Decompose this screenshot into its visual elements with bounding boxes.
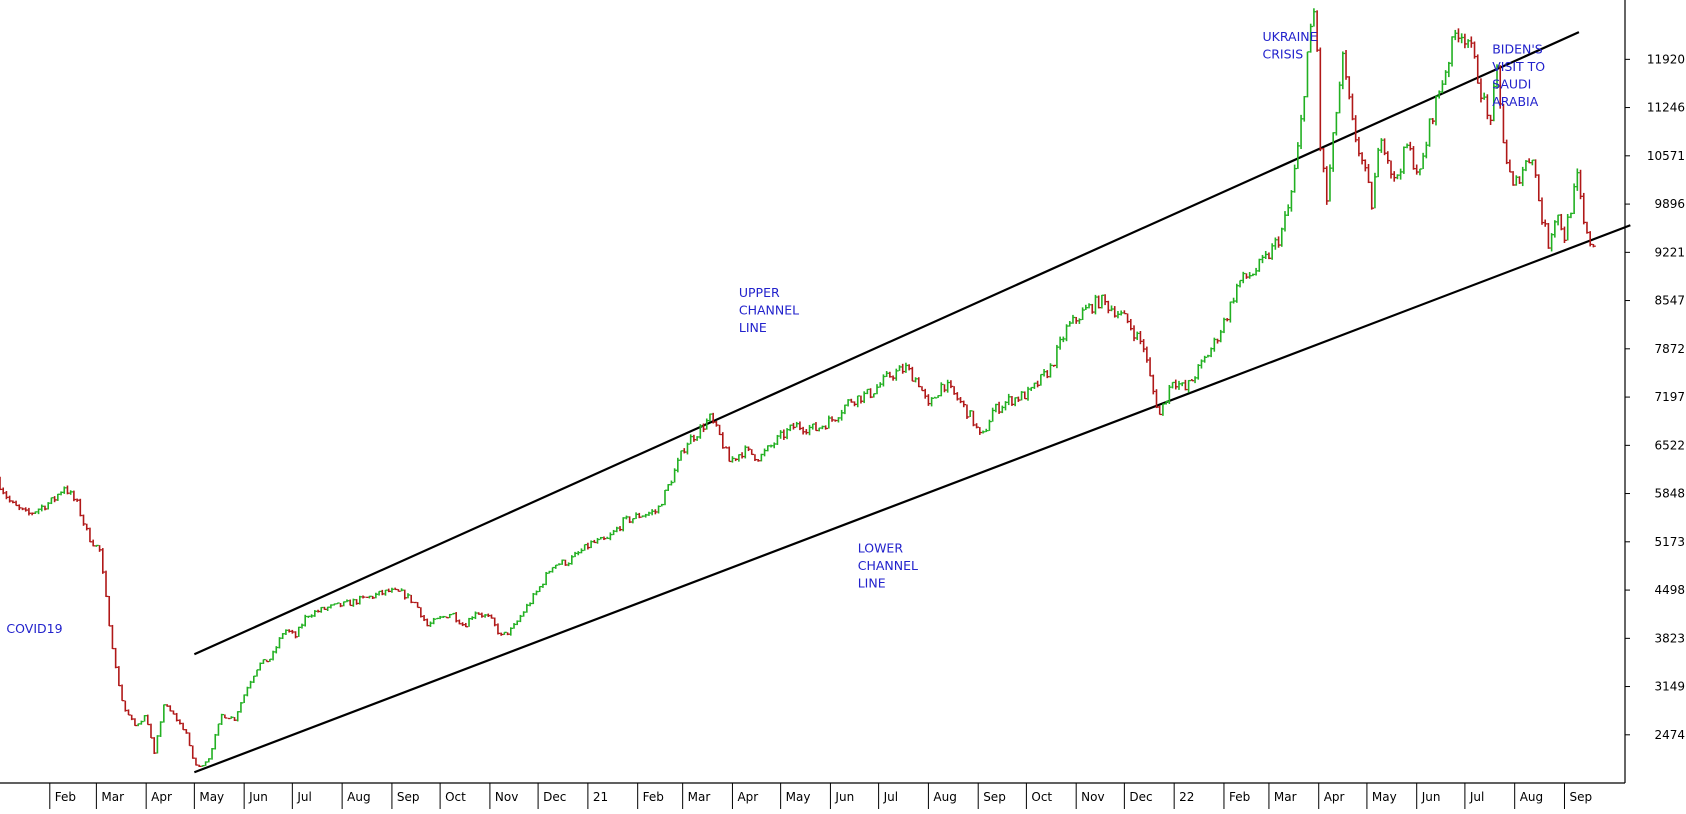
annotation-line: LINE [739,320,767,335]
x-tick-label: Jul [1469,790,1484,804]
x-tick-label: Aug [347,790,370,804]
y-tick-label: 9896 [1654,197,1685,211]
annotation-line: SAUDI [1492,77,1531,92]
y-tick-label: 7872 [1654,342,1685,356]
y-axis: 2474 3149 3823 4498 5173 5848 6522 7197 7872 8547… [1624,0,1685,783]
y-tick-label: 3823 [1654,631,1685,645]
annotation-line: BIDEN'S [1492,42,1543,57]
annotation-0: COVID19 [6,621,62,636]
x-tick-label: Sep [983,790,1006,804]
x-tick-label: Sep [397,790,420,804]
x-tick-label: Jul [883,790,898,804]
annotation-line: CHANNEL [739,302,799,317]
annotation-line: ARABIA [1492,94,1539,109]
annotation-3: UKRAINE CRISIS [1263,29,1318,62]
y-tick-label: 6522 [1654,438,1685,452]
x-tick-label: Aug [933,790,956,804]
annotation-line: UPPER [739,285,780,300]
x-tick-label: May [1372,790,1397,804]
y-tick-label: 4498 [1654,583,1685,597]
x-tick-label: Dec [1129,790,1152,804]
x-tick-label: Aug [1520,790,1543,804]
y-tick-label: 5173 [1654,535,1685,549]
x-tick-label: Apr [1324,790,1345,804]
x-tick-label: Feb [55,790,76,804]
x-tick-label: May [199,790,224,804]
x-tick-label: Jun [1421,790,1441,804]
lower-channel-line [193,224,1631,774]
x-tick-label: Oct [1031,790,1052,804]
x-tick-label: Jul [296,790,311,804]
annotation-line: LINE [858,576,886,591]
y-tick-label: 10571 [1647,149,1685,163]
y-tick-label: 11246 [1647,101,1685,115]
x-axis: Feb Mar Apr May Jun Jul Aug Sep Oct Nov Dec 21 Feb Ma… [0,782,1625,809]
x-tick-label: Apr [737,790,758,804]
x-tick-label: Apr [151,790,172,804]
annotation-2: LOWER CHANNEL LINE [858,541,918,591]
channel-lines [193,31,1631,774]
y-tick-label: 11920 [1647,52,1685,66]
x-tick-label: Feb [1229,790,1250,804]
annotation-1: UPPER CHANNEL LINE [739,285,799,335]
annotation-line: CHANNEL [858,558,918,573]
x-tick-label: Mar [101,790,124,804]
annotation-line: UKRAINE [1263,29,1318,44]
annotation-line: COVID19 [6,621,62,636]
x-tick-label: 22 [1179,790,1194,804]
y-tick-label: 9221 [1654,245,1685,259]
x-tick-label: Feb [643,790,664,804]
candlesticks [0,8,1596,767]
x-tick-label: May [786,790,811,804]
y-tick-label: 7197 [1654,390,1685,404]
annotation-line: VISIT TO [1492,59,1545,74]
x-tick-label: Nov [495,790,518,804]
x-tick-label: Mar [1274,790,1297,804]
annotation-line: LOWER [858,541,904,556]
y-tick-label: 5848 [1654,487,1685,501]
x-tick-label: Nov [1081,790,1104,804]
annotation-4: BIDEN'S VISIT TO SAUDI ARABIA [1492,42,1545,110]
x-tick-label: Sep [1569,790,1592,804]
x-tick-label: Mar [688,790,711,804]
x-tick-label: 21 [593,790,608,804]
x-tick-label: Jun [248,790,268,804]
annotation-line: CRISIS [1263,46,1304,61]
x-tick-label: Oct [445,790,466,804]
x-tick-label: Jun [834,790,854,804]
upper-channel-line [193,31,1580,656]
y-tick-label: 2474 [1654,728,1685,742]
y-tick-label: 8547 [1654,294,1685,308]
x-tick-label: Dec [543,790,566,804]
y-tick-label: 3149 [1654,680,1685,694]
